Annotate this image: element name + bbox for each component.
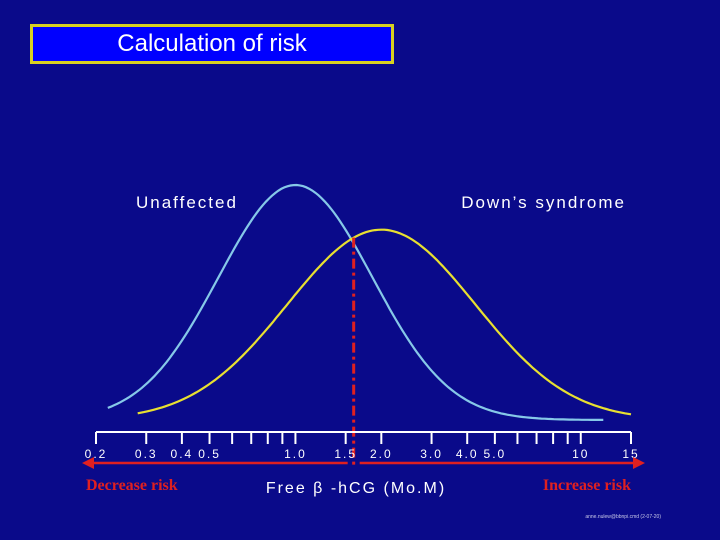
curves [107, 183, 632, 421]
x-tick-label: 2.0 [370, 447, 393, 461]
unaffected-label: Unaffected [136, 193, 238, 212]
downs-syndrome-curve [137, 228, 632, 416]
risk-arrows [82, 457, 645, 469]
x-tick-label: 0.3 [135, 447, 158, 461]
x-axis-tick-labels: 0.2 0.3 0.4 0.5 1.0 1.5 2.0 3.0 4.0 5.0 10 15 [85, 447, 639, 461]
x-axis-ticks [95, 432, 632, 444]
x-tick-label: 5.0 [484, 447, 507, 461]
unaffected-curve [107, 183, 604, 421]
x-axis: 0.2 0.3 0.4 0.5 1.0 1.5 2.0 3.0 4.0 5.0 10 15 [85, 431, 639, 461]
x-tick-label: 1.5 [334, 447, 357, 461]
x-tick-label: 1.0 [284, 447, 307, 461]
x-tick-label: 0.5 [198, 447, 221, 461]
risk-chart: Unaffected Down’s syndrome 0.2 0.3 0.4 0.5 1… [82, 183, 661, 520]
x-tick-label: 4.0 [456, 447, 479, 461]
x-tick-label: 0.2 [85, 447, 108, 461]
credit-text: anne.nulew@bbnpi.cmd (2-07-20) [585, 514, 661, 520]
decrease-risk-label: Decrease risk [86, 477, 178, 494]
chart-panel: Unaffected Down’s syndrome 0.2 0.3 0.4 0.5 1… [56, 110, 664, 530]
x-axis-title: Free β -hCG (Mo.M) [266, 480, 446, 497]
slide-title: Calculation of risk [30, 24, 394, 64]
x-tick-label: 0.4 [171, 447, 194, 461]
x-tick-label: 10 [572, 447, 589, 461]
downs-syndrome-label: Down’s syndrome [461, 193, 626, 212]
x-tick-label: 15 [622, 447, 639, 461]
increase-risk-label: Increase risk [543, 477, 631, 494]
x-tick-label: 3.0 [420, 447, 443, 461]
increase-risk-arrowhead [633, 457, 645, 469]
decrease-risk-arrowhead [82, 457, 94, 469]
